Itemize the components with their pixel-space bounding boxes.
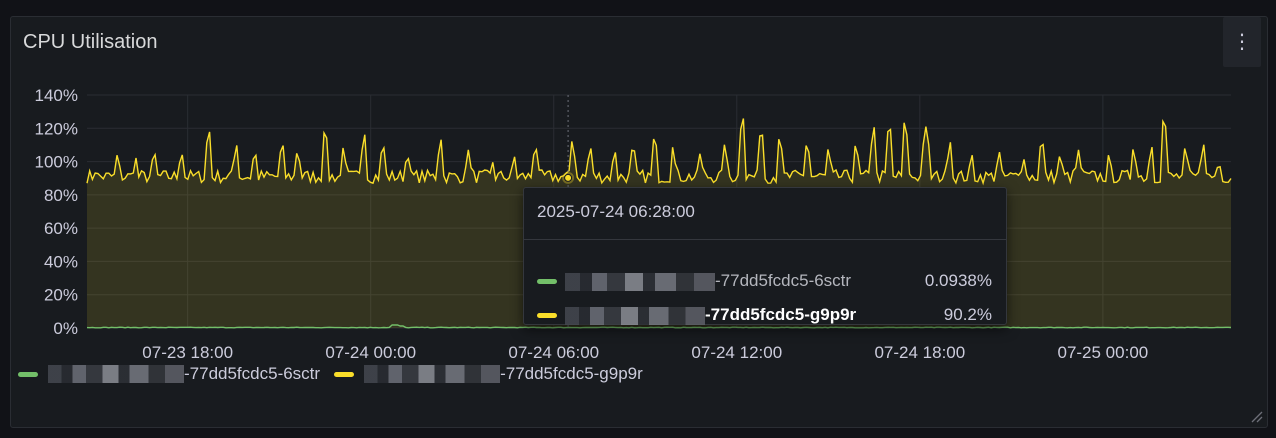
- redacted-name-block: [565, 272, 715, 291]
- legend-swatch: [334, 371, 355, 377]
- series-suffix: -77dd5fcdc5-g9p9r: [705, 305, 857, 324]
- hover-tooltip: 2025-07-24 06:28:00 -77dd5fcdc5-6sctr 0.…: [523, 187, 1007, 325]
- y-tick-label: 100%: [35, 153, 78, 172]
- series-color-swatch: [537, 278, 557, 284]
- panel-menu-button[interactable]: ⋮: [1223, 17, 1261, 67]
- y-tick-label: 120%: [35, 119, 78, 138]
- hover-point: [564, 173, 573, 182]
- legend-label: -77dd5fcdc5-6sctr: [184, 364, 321, 383]
- x-tick-label: 07-25 00:00: [1057, 343, 1148, 362]
- panel-title: CPU Utilisation: [23, 31, 158, 53]
- tooltip-row-6sctr: -77dd5fcdc5-6sctr 0.0938%: [537, 269, 992, 293]
- redacted-name-block: [565, 306, 705, 325]
- redacted-name-block: [364, 365, 501, 383]
- x-tick-label: 07-23 18:00: [142, 343, 233, 362]
- legend-swatch: [18, 371, 38, 377]
- y-tick-label: 80%: [44, 186, 78, 205]
- legend-label: -77dd5fcdc5-g9p9r: [500, 364, 643, 383]
- series-line-g9p9r: [86, 118, 1232, 186]
- vertical-ellipsis-icon: ⋮: [1232, 31, 1252, 53]
- legend-item-g9p9r[interactable]: -77dd5fcdc5-g9p9r: [334, 364, 643, 384]
- y-tick-label: 140%: [35, 86, 78, 105]
- tooltip-row-g9p9r: -77dd5fcdc5-g9p9r 90.2%: [537, 303, 992, 327]
- tooltip-series-value: 90.2%: [943, 305, 992, 324]
- x-tick-label: 07-24 06:00: [508, 343, 599, 362]
- y-tick-label: 60%: [44, 219, 78, 238]
- x-tick-label: 07-24 00:00: [325, 343, 416, 362]
- chart-legend: -77dd5fcdc5-6sctr -77dd5fcdc5-g9p9r: [18, 362, 657, 386]
- tooltip-series-name: -77dd5fcdc5-g9p9r: [565, 305, 944, 325]
- series-color-swatch: [537, 312, 557, 318]
- x-tick-label: 07-24 12:00: [691, 343, 782, 362]
- y-tick-label: 20%: [44, 286, 78, 305]
- legend-item-6sctr[interactable]: -77dd5fcdc5-6sctr: [18, 364, 320, 384]
- resize-handle-icon[interactable]: [1249, 409, 1263, 423]
- y-tick-label: 40%: [44, 252, 78, 271]
- tooltip-series-name: -77dd5fcdc5-6sctr: [565, 271, 925, 291]
- tooltip-divider: [524, 239, 1006, 240]
- tooltip-series-value: 0.0938%: [924, 271, 992, 290]
- x-tick-label: 07-24 18:00: [874, 343, 965, 362]
- series-line-6sctr: [86, 324, 1232, 329]
- redacted-name-block: [48, 365, 184, 383]
- tooltip-timestamp: 2025-07-24 06:28:00: [537, 202, 695, 221]
- y-tick-label: 0%: [53, 319, 78, 338]
- series-suffix: -77dd5fcdc5-6sctr: [715, 271, 852, 290]
